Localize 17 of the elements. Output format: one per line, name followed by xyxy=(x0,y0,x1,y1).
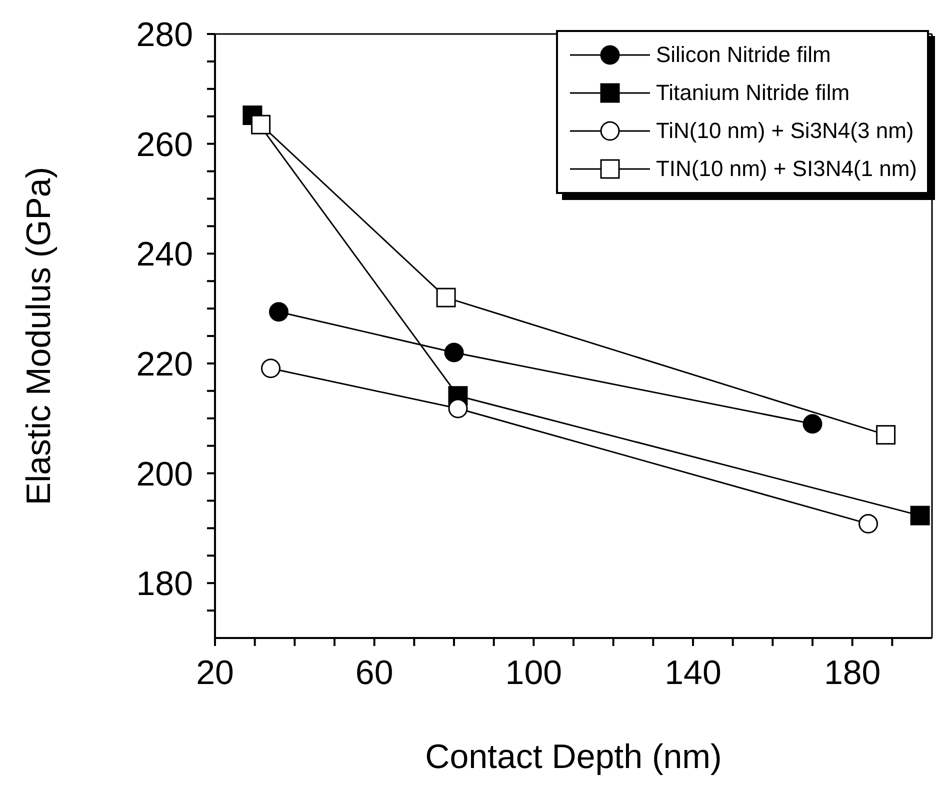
y-axis-title: Elastic Modulus (GPa) xyxy=(20,166,58,506)
x-tick-label: 60 xyxy=(355,654,394,692)
x-axis-title: Contact Depth (nm) xyxy=(425,738,722,776)
y-tick-label: 200 xyxy=(136,455,193,494)
y-tick-label: 240 xyxy=(136,236,193,274)
x-tick-label: 100 xyxy=(505,654,562,692)
legend-label: Silicon Nitride film xyxy=(656,42,831,68)
y-tick-label: 220 xyxy=(136,346,193,384)
y-tick-label: 280 xyxy=(136,16,193,54)
x-tick-label: 180 xyxy=(824,654,881,692)
y-tick-label: 260 xyxy=(136,126,193,164)
x-tick-label: 140 xyxy=(664,654,722,692)
y-tick-label: 180 xyxy=(136,565,193,604)
legend-label: Titanium Nitride film xyxy=(656,80,850,106)
legend-label: TIN(10 nm) + SI3N4(1 nm) xyxy=(656,156,917,182)
x-tick-label: 20 xyxy=(196,654,234,692)
legend-label: TiN(10 nm) + Si3N4(3 nm) xyxy=(656,118,914,144)
